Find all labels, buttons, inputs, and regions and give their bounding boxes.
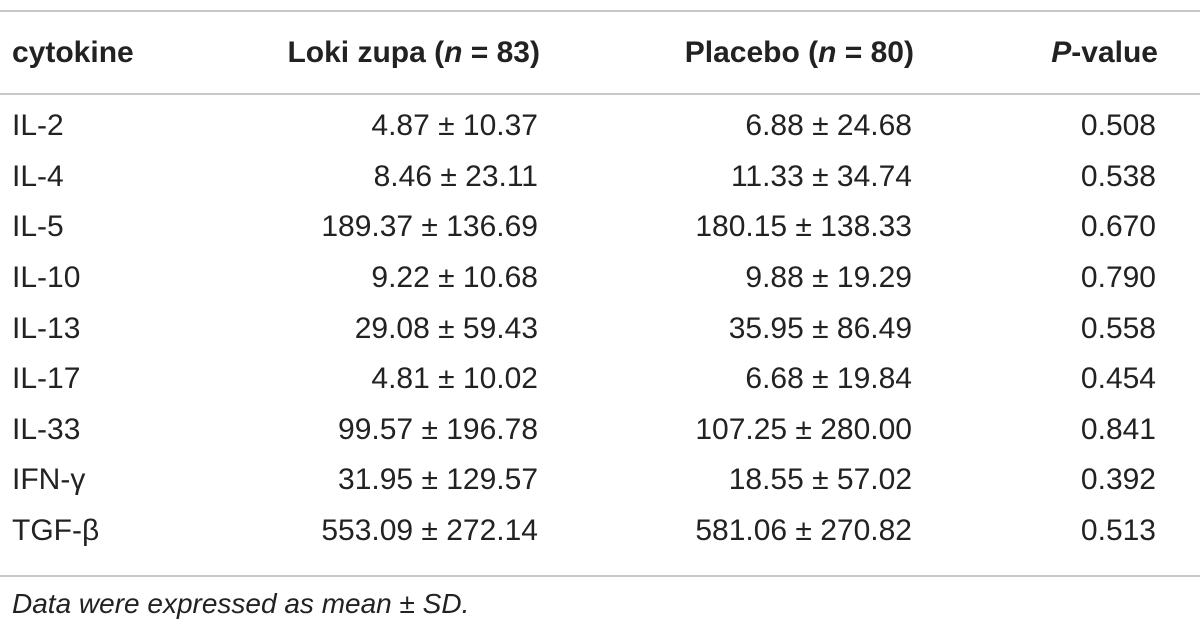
table-footnote: Data were expressed as mean ± SD. [12,588,470,619]
cell-placebo: 180.15 ± 138.33 [695,210,912,244]
header-loki-zupa: Loki zupa (n = 83) [240,12,550,93]
cell-placebo: 11.33 ± 34.74 [730,159,912,193]
cell-cytokine: IL-13 [12,311,81,345]
cell-p-value: 0.392 [1080,463,1156,497]
cell-loki-zupa: 9.22 ± 10.68 [371,261,538,295]
cell-cytokine: IL-33 [12,412,81,446]
cell-p-value: 0.508 [1080,109,1156,143]
cell-cytokine: IL-4 [12,159,64,193]
cell-loki-zupa: 31.95 ± 129.57 [338,463,538,497]
header-loki-n: n [444,35,463,69]
cell-loki-zupa: 4.87 ± 10.37 [371,109,538,143]
cell-cytokine: IL-2 [12,109,64,143]
cytokine-table: cytokine Loki zupa (n = 83) Placebo (n =… [0,12,1200,556]
cell-placebo: 581.06 ± 270.82 [695,514,912,548]
table-body: IL-2 4.87 ± 10.37 6.88 ± 24.68 0.508 IL-… [0,93,1200,556]
cell-p-value: 0.670 [1080,210,1156,244]
header-p-suffix: -value [1071,35,1158,69]
header-placebo-n: n [818,35,837,69]
cell-cytokine: IL-10 [12,261,81,295]
table-row: IL-10 9.22 ± 10.68 9.88 ± 19.29 0.790 [0,253,1200,304]
header-loki-prefix: Loki zupa ( [287,35,445,69]
table-row: IL-13 29.08 ± 59.43 35.95 ± 86.49 0.558 [0,303,1200,354]
bottom-rule [0,575,1200,577]
cell-placebo: 18.55 ± 57.02 [728,463,912,497]
header-placebo-suffix: = 80) [836,35,914,69]
cell-loki-zupa: 99.57 ± 196.78 [338,412,538,446]
cell-cytokine: IFN-γ [12,463,86,497]
header-loki-suffix: = 83) [462,35,540,69]
cell-placebo: 6.68 ± 19.84 [745,362,912,396]
table-row: TGF-β 553.09 ± 272.14 581.06 ± 270.82 0.… [0,506,1200,557]
cell-placebo: 9.88 ± 19.29 [745,261,912,295]
cell-cytokine: TGF-β [12,514,100,548]
header-rule [0,93,1200,95]
cell-loki-zupa: 4.81 ± 10.02 [371,362,538,396]
cell-placebo: 107.25 ± 280.00 [695,412,912,446]
table-row: IL-5 189.37 ± 136.69 180.15 ± 138.33 0.6… [0,202,1200,253]
cell-placebo: 35.95 ± 86.49 [728,311,912,345]
table-row: IL-17 4.81 ± 10.02 6.68 ± 19.84 0.454 [0,354,1200,405]
cell-cytokine: IL-17 [12,362,81,396]
cell-p-value: 0.790 [1080,261,1156,295]
cell-p-value: 0.538 [1080,159,1156,193]
header-row: cytokine Loki zupa (n = 83) Placebo (n =… [0,12,1200,93]
header-p-italic: P [1051,35,1072,69]
cell-placebo: 6.88 ± 24.68 [745,109,912,143]
top-rule [0,10,1200,12]
header-cytokine: cytokine [12,35,134,69]
cell-p-value: 0.513 [1080,514,1156,548]
cell-loki-zupa: 29.08 ± 59.43 [354,311,538,345]
table-row: IL-2 4.87 ± 10.37 6.88 ± 24.68 0.508 [0,93,1200,152]
table-row: IFN-γ 31.95 ± 129.57 18.55 ± 57.02 0.392 [0,455,1200,506]
header-placebo: Placebo (n = 80) [550,12,940,93]
cell-p-value: 0.454 [1080,362,1156,396]
cell-p-value: 0.558 [1080,311,1156,345]
cell-cytokine: IL-5 [12,210,64,244]
table-row: IL-33 99.57 ± 196.78 107.25 ± 280.00 0.8… [0,405,1200,456]
cell-loki-zupa: 553.09 ± 272.14 [321,514,538,548]
table-row: IL-4 8.46 ± 23.11 11.33 ± 34.74 0.538 [0,152,1200,203]
table-header: cytokine Loki zupa (n = 83) Placebo (n =… [0,12,1200,93]
cell-p-value: 0.841 [1080,412,1156,446]
header-p-value: P-value [940,12,1200,93]
header-placebo-prefix: Placebo ( [684,35,819,69]
cell-loki-zupa: 8.46 ± 23.11 [373,159,538,193]
cell-loki-zupa: 189.37 ± 136.69 [321,210,538,244]
